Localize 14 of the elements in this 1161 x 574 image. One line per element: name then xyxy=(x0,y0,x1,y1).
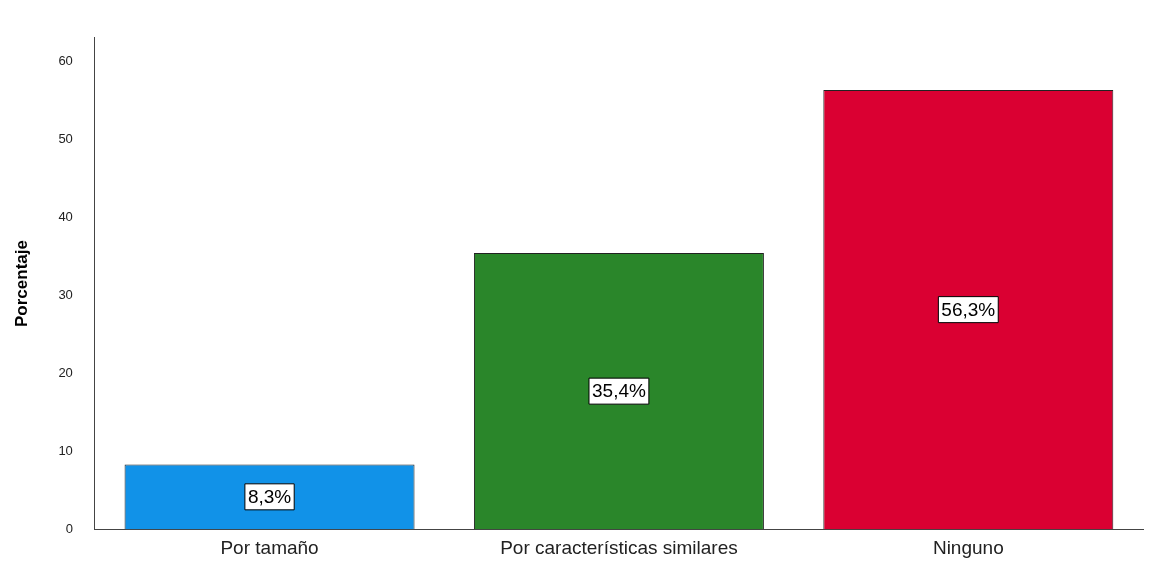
x-tick-label: Por tamaño xyxy=(220,536,319,558)
data-label: 56,3% xyxy=(941,298,996,320)
y-tick-label: 10 xyxy=(58,442,73,458)
y-tick-label: 20 xyxy=(58,364,73,380)
y-tick-label: 30 xyxy=(58,286,73,302)
y-tick-label: 50 xyxy=(58,130,73,146)
x-tick-label: Ninguno xyxy=(932,536,1004,558)
data-label: 35,4% xyxy=(591,380,646,402)
y-tick-label: 60 xyxy=(58,52,73,68)
data-label: 8,3% xyxy=(247,486,292,508)
y-axis-title: Porcentaje xyxy=(11,240,31,327)
y-tick-label: 40 xyxy=(58,208,73,224)
y-tick-label: 0 xyxy=(65,520,73,536)
x-tick-label: Por características similares xyxy=(500,536,738,558)
